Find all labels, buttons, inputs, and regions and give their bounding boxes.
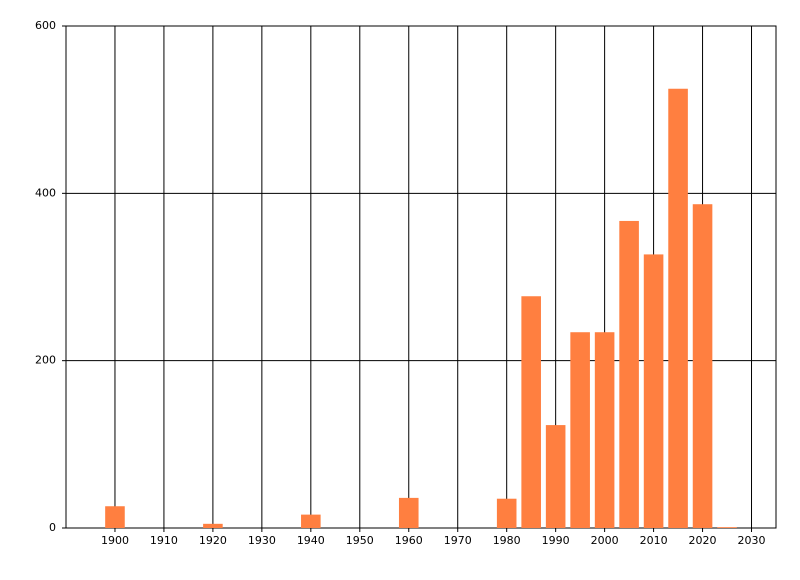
x-tick-label: 1980 bbox=[493, 534, 521, 547]
bar bbox=[301, 514, 321, 528]
bar bbox=[521, 296, 541, 528]
bar bbox=[717, 527, 737, 528]
plot-frame bbox=[65, 25, 777, 529]
y-tick-label: 0 bbox=[49, 521, 56, 534]
bar bbox=[203, 523, 223, 528]
x-tick-label: 2000 bbox=[591, 534, 619, 547]
x-tick-label: 1970 bbox=[444, 534, 472, 547]
y-tick-label: 400 bbox=[35, 186, 56, 199]
x-tick-label: 2020 bbox=[689, 534, 717, 547]
bar bbox=[545, 425, 566, 528]
x-tick-label: 2030 bbox=[738, 534, 766, 547]
x-tick-label: 1960 bbox=[395, 534, 423, 547]
bar bbox=[105, 506, 125, 528]
y-tick-label: 200 bbox=[35, 354, 56, 367]
x-tick-label: 1990 bbox=[542, 534, 570, 547]
bar bbox=[570, 332, 590, 528]
x-tick-label: 1950 bbox=[346, 534, 374, 547]
x-tick-label: 1900 bbox=[101, 534, 129, 547]
bar bbox=[398, 497, 419, 528]
bar bbox=[692, 204, 713, 528]
bar bbox=[668, 88, 688, 528]
x-tick-label: 1910 bbox=[150, 534, 178, 547]
bar bbox=[496, 498, 517, 528]
x-tick-label: 1930 bbox=[248, 534, 276, 547]
y-tick-label: 600 bbox=[35, 19, 56, 32]
bar bbox=[619, 220, 639, 528]
bar bbox=[643, 254, 664, 528]
bar bbox=[594, 332, 615, 528]
x-tick-label: 1940 bbox=[297, 534, 325, 547]
x-tick-label: 1920 bbox=[199, 534, 227, 547]
x-tick-label: 2010 bbox=[640, 534, 668, 547]
